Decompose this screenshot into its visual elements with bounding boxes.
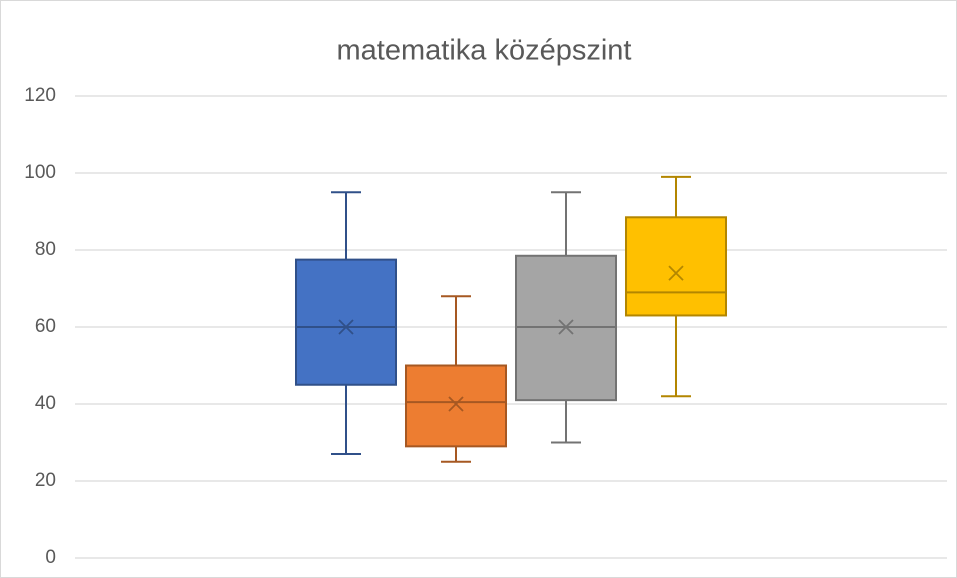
box bbox=[405, 364, 507, 448]
y-tick-label: 60 bbox=[35, 316, 56, 337]
mean-marker bbox=[338, 319, 354, 335]
chart-title: matematika középszint bbox=[337, 35, 632, 67]
y-tick-label: 120 bbox=[24, 85, 56, 106]
y-tick-label: 100 bbox=[24, 162, 56, 183]
box bbox=[625, 216, 727, 317]
box bbox=[295, 258, 397, 386]
mean-marker bbox=[668, 265, 684, 281]
y-tick-label: 20 bbox=[35, 470, 56, 491]
mean-marker bbox=[558, 319, 574, 335]
y-tick-label: 0 bbox=[45, 547, 56, 568]
mean-marker bbox=[448, 396, 464, 412]
y-tick-label: 40 bbox=[35, 393, 56, 414]
y-tick-label: 80 bbox=[35, 239, 56, 260]
